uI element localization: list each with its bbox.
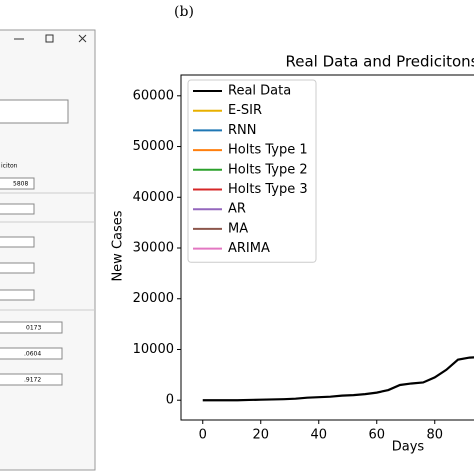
- legend-label: Real Data: [228, 84, 291, 99]
- field-value: .9172: [24, 377, 41, 384]
- legend-box: [187, 79, 317, 263]
- text-input[interactable]: [0, 321, 63, 334]
- legend-label: RNN: [228, 123, 256, 138]
- text-input[interactable]: [0, 373, 63, 386]
- x-tick-label: 60: [368, 428, 385, 443]
- x-tick-label: 80: [426, 428, 443, 443]
- chart-title: Real Data and Predicitons: [285, 53, 474, 71]
- legend-label: MA: [228, 221, 248, 236]
- legend-label: ARIMA: [228, 241, 270, 256]
- field-value: 5808: [13, 181, 28, 188]
- field-value: 0173: [26, 325, 41, 332]
- text-input[interactable]: [0, 347, 63, 360]
- y-tick-label: 0: [166, 393, 174, 408]
- legend-label: Holts Type 1: [228, 143, 308, 158]
- data-line: [202, 356, 474, 402]
- text-input[interactable]: [0, 203, 35, 215]
- legend-label: E-SIR: [228, 103, 262, 118]
- chart: Real Data and Predicitons Days New Cases…: [111, 53, 474, 455]
- y-tick-label: 50000: [133, 139, 174, 154]
- maximize-button[interactable]: [45, 34, 54, 43]
- x-axis-label: Days: [392, 440, 425, 455]
- y-tick-label: 60000: [133, 88, 174, 103]
- y-tick-label: 20000: [133, 291, 174, 306]
- y-tick-label: 10000: [133, 342, 174, 357]
- text-input[interactable]: [0, 262, 35, 274]
- window-frame: [0, 29, 96, 471]
- y-tick-label: 40000: [133, 190, 174, 205]
- panel-label: (b): [174, 4, 194, 20]
- y-axis-label: New Cases: [111, 210, 126, 281]
- x-tick-label: 0: [199, 428, 207, 443]
- text-input[interactable]: [0, 289, 35, 301]
- text-input[interactable]: [0, 99, 69, 124]
- field-label: iciton: [1, 163, 18, 170]
- plot-frame: [180, 74, 474, 421]
- x-tick-label: 40: [310, 428, 327, 443]
- y-tick-label: 30000: [133, 241, 174, 256]
- legend-label: Holts Type 3: [228, 182, 308, 197]
- close-button[interactable]: [78, 34, 87, 43]
- app-window: iciton 5808 0173 .0604 .9172: [0, 29, 96, 471]
- text-input[interactable]: [0, 177, 35, 190]
- field-value: .0604: [24, 351, 41, 358]
- x-tick-label: 20: [252, 428, 269, 443]
- legend-label: Holts Type 2: [228, 162, 308, 177]
- legend-label: AR: [228, 202, 246, 217]
- text-input[interactable]: [0, 236, 35, 248]
